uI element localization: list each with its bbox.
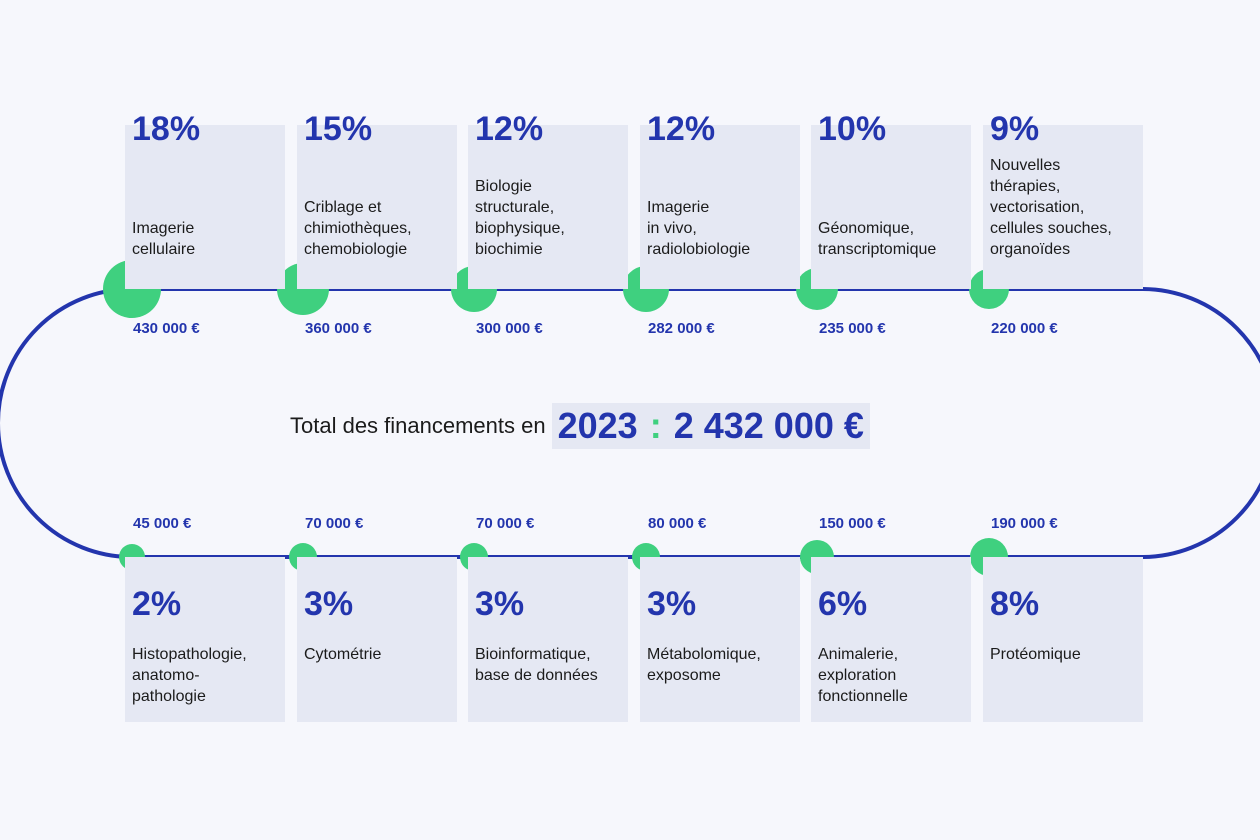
top-card (468, 125, 628, 289)
top-amount: 220 000 € (991, 320, 1058, 337)
top-label: Imagerie cellulaire (132, 220, 196, 258)
bottom-amount: 190 000 € (991, 515, 1058, 532)
total-label: Total des financements en (290, 413, 546, 438)
total-year: 2023 (557, 405, 638, 446)
top-percent: 12% (475, 110, 544, 148)
bottom-percent: 3% (304, 585, 354, 623)
top-amount: 360 000 € (305, 320, 372, 337)
top-card (983, 125, 1143, 289)
bottom-percent: 3% (475, 585, 525, 623)
top-label: Criblage et chimiothèques, chemobiologie (304, 199, 412, 258)
top-card (125, 125, 285, 289)
top-amount: 430 000 € (133, 320, 200, 337)
top-label: Géonomique, transcriptomique (818, 220, 937, 258)
top-amount: 235 000 € (819, 320, 886, 337)
bottom-card (468, 557, 628, 722)
total-amount: 2 432 000 € (673, 405, 864, 446)
bottom-label: Métabolomique, exposome (647, 646, 761, 684)
top-amount: 282 000 € (648, 320, 715, 337)
top-amount: 300 000 € (476, 320, 543, 337)
bottom-amount: 70 000 € (476, 515, 535, 532)
top-percent: 9% (990, 110, 1040, 148)
top-card (811, 125, 971, 289)
bottom-label: Cytométrie (304, 646, 382, 663)
bottom-label: Protéomique (990, 646, 1081, 663)
top-label: Imagerie in vivo, radiolobiologie (647, 199, 751, 258)
top-label: Biologie structurale, biophysique, bioch… (475, 178, 565, 258)
top-card (297, 125, 457, 289)
bottom-label: Bioinformatique, base de données (475, 646, 598, 684)
bottom-card (297, 557, 457, 722)
total-separator: : (649, 405, 662, 446)
top-percent: 18% (132, 110, 201, 148)
top-card (640, 125, 800, 289)
bottom-card (125, 557, 285, 722)
bottom-amount: 80 000 € (648, 515, 707, 532)
bottom-label: Animalerie, exploration fonctionnelle (818, 646, 908, 705)
bottom-amount: 45 000 € (133, 515, 192, 532)
top-label: Nouvelles thérapies, vectorisation, cell… (990, 157, 1112, 258)
top-percent: 12% (647, 110, 716, 148)
top-percent: 10% (818, 110, 887, 148)
bottom-label: Histopathologie, anatomo- pathologie (132, 646, 247, 705)
bottom-percent: 6% (818, 585, 868, 623)
bottom-amount: 150 000 € (819, 515, 886, 532)
top-percent: 15% (304, 110, 373, 148)
total-highlight-box: 2023 : 2 432 000 € (551, 403, 870, 449)
bottom-percent: 2% (132, 585, 182, 623)
bottom-percent: 8% (990, 585, 1040, 623)
bottom-amount: 70 000 € (305, 515, 364, 532)
bottom-card (983, 557, 1143, 722)
bottom-card (640, 557, 800, 722)
total-funding: Total des financements en 2023 : 2 432 0… (290, 400, 870, 452)
bottom-card (811, 557, 971, 722)
bottom-percent: 3% (647, 585, 697, 623)
